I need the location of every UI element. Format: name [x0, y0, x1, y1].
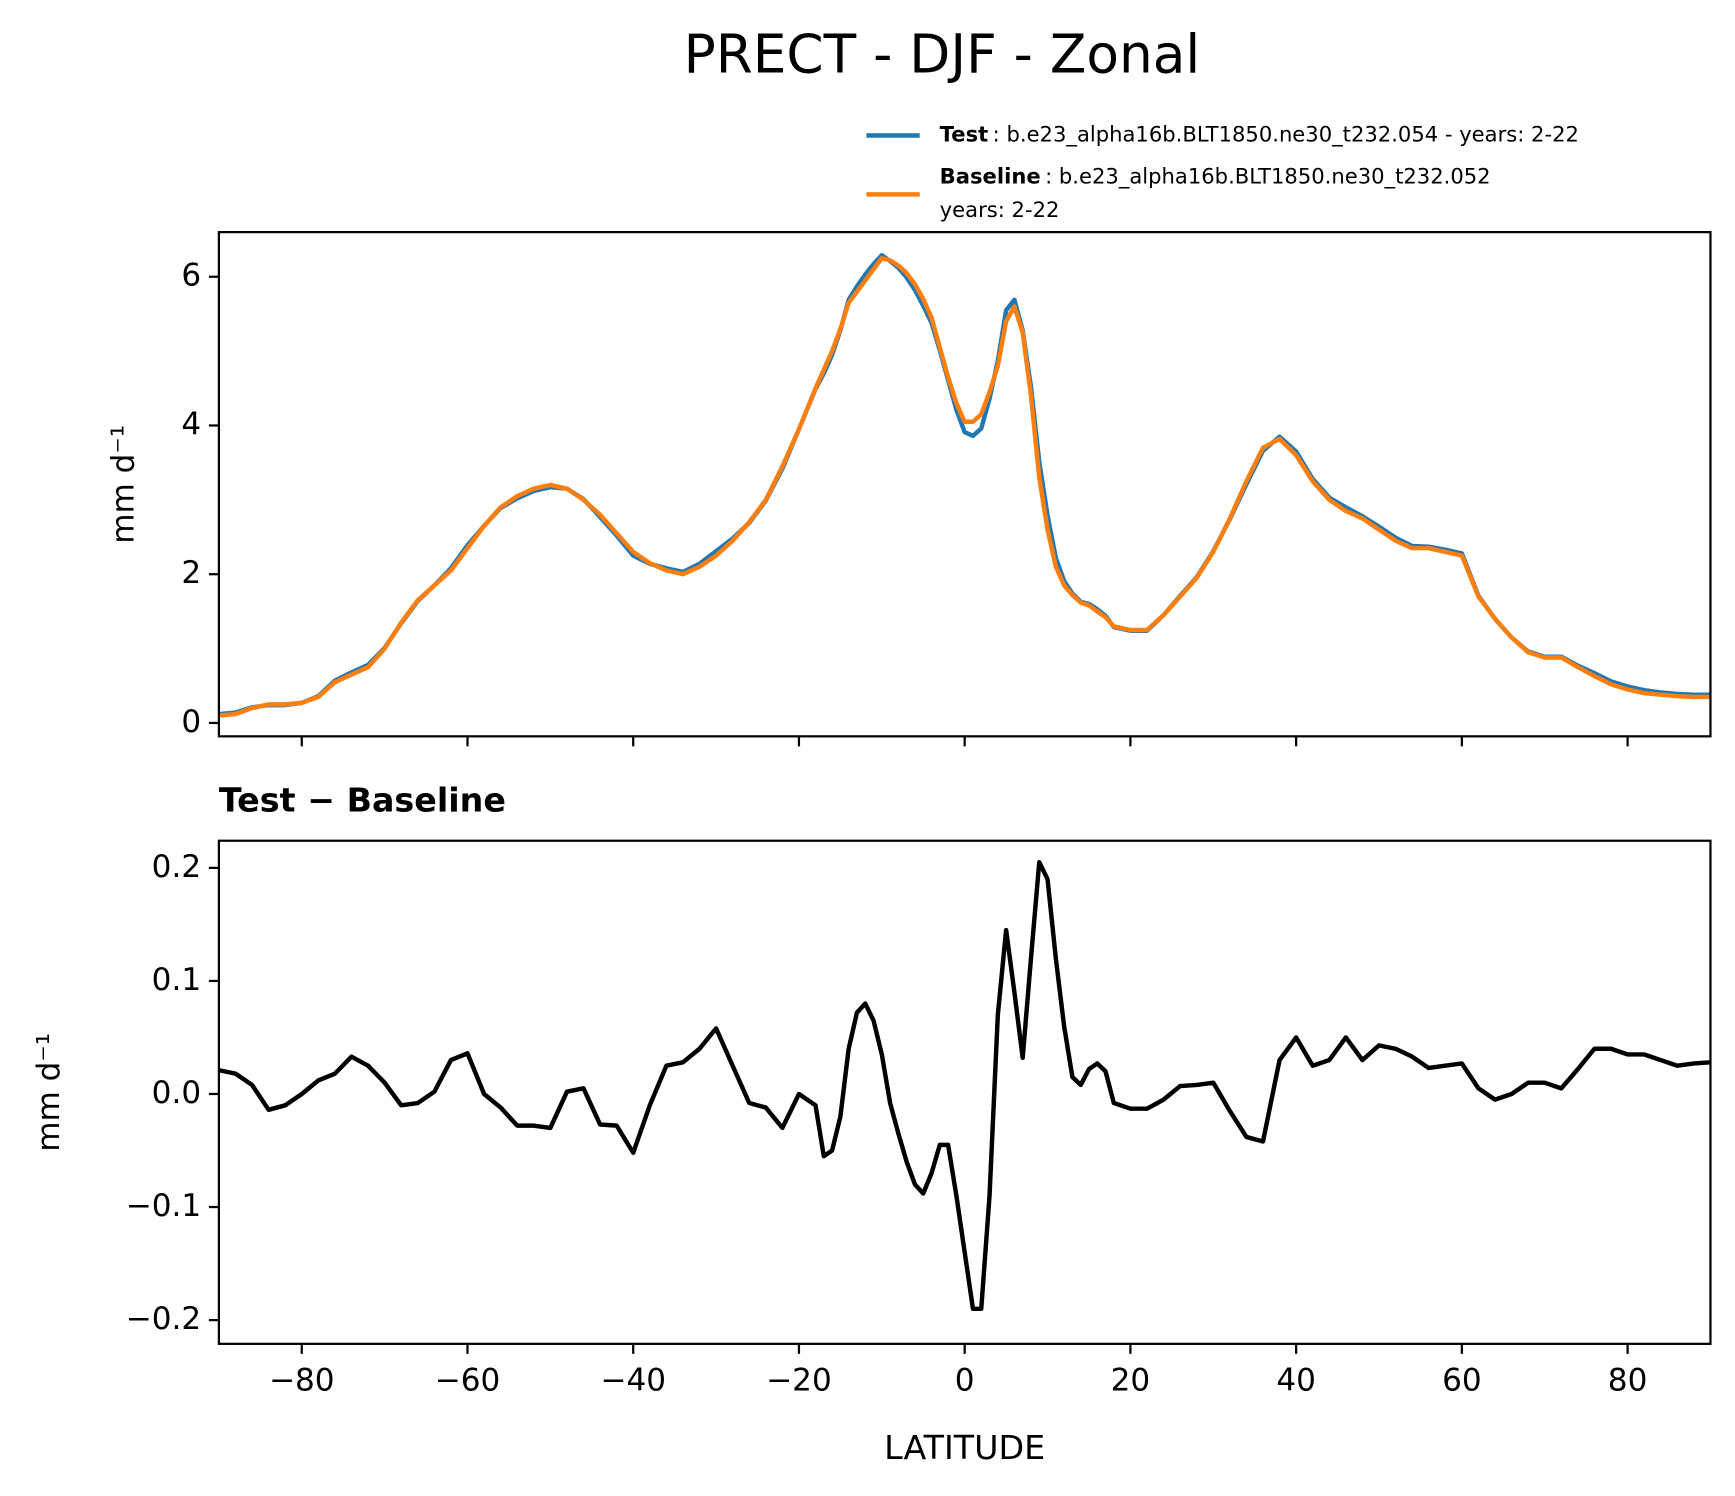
legend-label: Test: b.e23_alpha16b.BLT1850.ne30_t232.0… — [940, 121, 1579, 147]
y-axis-label: mm d⁻¹ — [105, 425, 141, 544]
x-tick-label: 60 — [1442, 1363, 1482, 1399]
y-tick-label: −0.2 — [126, 1301, 201, 1337]
x-tick-label: 80 — [1608, 1363, 1648, 1399]
legend-description: : b.e23_alpha16b.BLT1850.ne30_t232.054 -… — [993, 121, 1579, 147]
x-tick-label: −60 — [435, 1363, 501, 1399]
x-tick-label: −80 — [269, 1363, 335, 1399]
x-tick-label: 20 — [1111, 1363, 1151, 1399]
figure-title: PRECT - DJF - Zonal — [684, 23, 1201, 85]
legend-name: Baseline — [940, 164, 1041, 189]
legend-description: years: 2-22 — [940, 197, 1060, 222]
legend-label: Baseline: b.e23_alpha16b.BLT1850.ne30_t2… — [940, 164, 1491, 190]
x-tick-label: −20 — [766, 1363, 832, 1399]
legend-name: Test — [940, 121, 989, 146]
line-series — [218, 255, 1711, 718]
y-axis-label: mm d⁻¹ — [31, 1033, 67, 1152]
y-tick-label: 4 — [181, 406, 201, 442]
legend-description: : b.e23_alpha16b.BLT1850.ne30_t232.052 — [1045, 164, 1491, 190]
y-tick-label: −0.1 — [126, 1188, 201, 1224]
y-tick-label: 0.2 — [152, 849, 201, 885]
y-tick-label: 0.1 — [152, 962, 201, 998]
x-axis-label: LATITUDE — [884, 1428, 1045, 1467]
line-series — [218, 859, 1711, 1312]
x-tick-label: 0 — [955, 1363, 975, 1399]
x-tick-label: −40 — [600, 1363, 666, 1399]
y-tick-label: 2 — [181, 555, 201, 591]
axes-title: Test − Baseline — [219, 780, 506, 819]
y-tick-label: 0.0 — [152, 1075, 201, 1111]
x-tick-label: 40 — [1276, 1363, 1316, 1399]
y-tick-label: 6 — [181, 258, 201, 294]
y-tick-label: 0 — [181, 704, 201, 740]
